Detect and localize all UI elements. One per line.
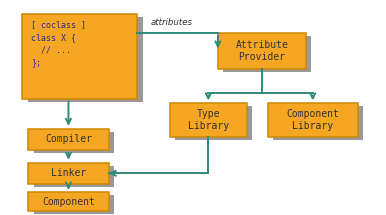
FancyBboxPatch shape <box>22 14 137 99</box>
FancyBboxPatch shape <box>170 103 247 137</box>
Text: attributes: attributes <box>150 18 192 27</box>
FancyBboxPatch shape <box>28 129 109 150</box>
Text: Component: Component <box>42 197 95 207</box>
FancyBboxPatch shape <box>28 163 109 184</box>
FancyBboxPatch shape <box>34 166 114 187</box>
Text: Component
Library: Component Library <box>286 109 339 131</box>
FancyBboxPatch shape <box>218 33 306 69</box>
FancyBboxPatch shape <box>268 103 358 137</box>
FancyBboxPatch shape <box>28 192 109 212</box>
FancyBboxPatch shape <box>34 132 114 153</box>
Text: [ coclass ]
class X {
  // ...
};: [ coclass ] class X { // ... }; <box>31 20 86 68</box>
Text: Compiler: Compiler <box>45 134 92 144</box>
FancyBboxPatch shape <box>223 36 312 72</box>
Text: Attribute
Provider: Attribute Provider <box>235 40 288 62</box>
FancyBboxPatch shape <box>34 195 114 214</box>
FancyBboxPatch shape <box>175 106 252 140</box>
FancyBboxPatch shape <box>273 106 363 140</box>
Text: Linker: Linker <box>51 168 86 178</box>
FancyBboxPatch shape <box>28 17 143 102</box>
Text: Type
Library: Type Library <box>188 109 229 131</box>
